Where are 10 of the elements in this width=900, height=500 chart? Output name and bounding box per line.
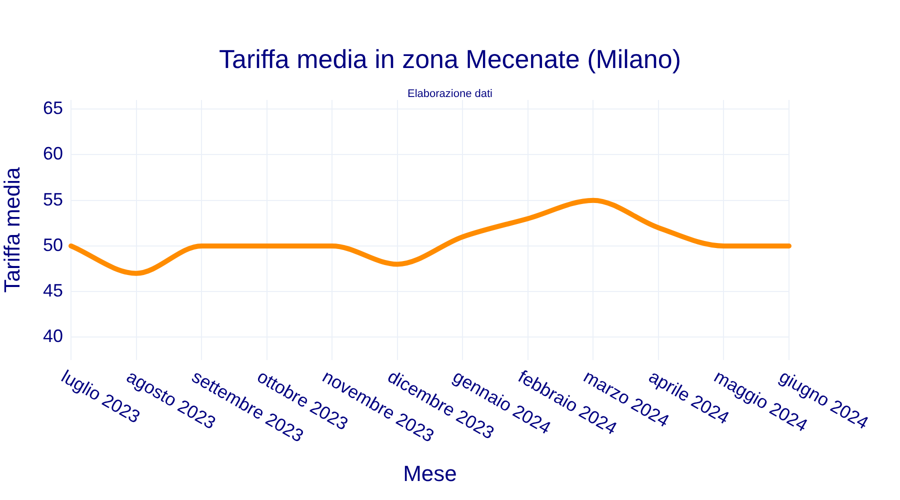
y-tick-label: 45 [42, 280, 63, 301]
x-axis-title: Mese [403, 461, 457, 486]
y-tick-label: 55 [42, 189, 63, 210]
y-tick-label: 60 [42, 144, 63, 164]
chart-subtitle: Elaborazione dati [407, 88, 493, 100]
y-tick-label: 40 [42, 326, 63, 346]
chart-title: Tariffa media in zona Mecenate (Milano) [219, 44, 681, 74]
y-tick-label: 65 [42, 98, 63, 118]
y-tick-label: 50 [42, 234, 63, 255]
y-axis-title: Tariffa media [0, 166, 24, 293]
